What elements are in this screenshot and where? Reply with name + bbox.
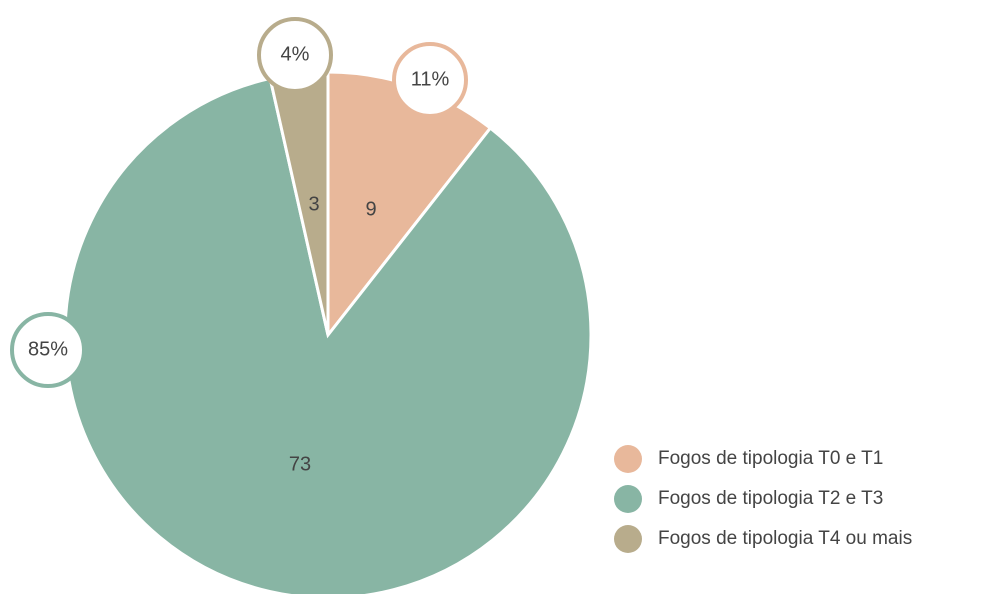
legend-swatch <box>614 445 642 473</box>
percent-label: 11% <box>411 68 450 90</box>
legend-swatch <box>614 485 642 513</box>
percent-badge <box>392 42 468 118</box>
legend-label: Fogos de tipologia T0 e T1 <box>658 448 883 469</box>
pie-slice <box>63 76 593 594</box>
legend-label: Fogos de tipologia T4 ou mais <box>658 528 912 549</box>
slice-value-label: 3 <box>308 193 319 215</box>
legend-label: Fogos de tipologia T2 e T3 <box>658 488 883 509</box>
percent-badge <box>257 17 333 93</box>
slice-value-label: 9 <box>365 198 376 220</box>
percent-badge <box>10 312 86 388</box>
legend-swatch <box>614 525 642 553</box>
percent-label: 4% <box>281 43 310 65</box>
slice-value-label: 73 <box>289 453 311 475</box>
percent-label: 85% <box>28 338 68 360</box>
